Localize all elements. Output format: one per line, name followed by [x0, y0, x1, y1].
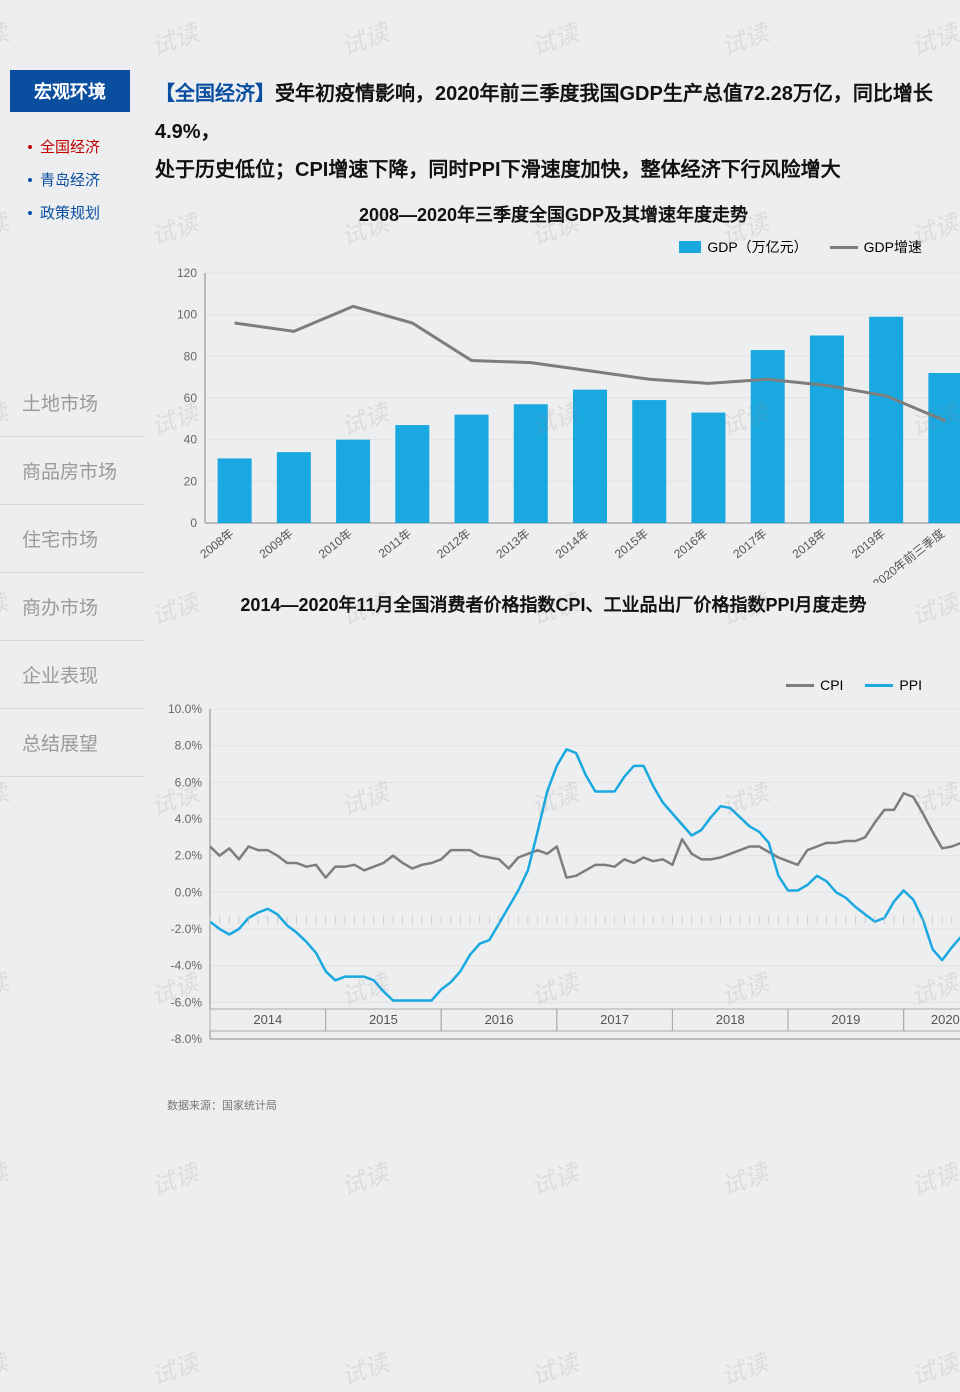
bullet-icon	[28, 211, 32, 215]
svg-text:2015年: 2015年	[612, 526, 651, 561]
svg-text:2014年: 2014年	[553, 526, 592, 561]
svg-text:0.0%: 0.0%	[175, 885, 203, 899]
sidebar-sub-label: 青岛经济	[40, 169, 100, 190]
svg-text:8.0%: 8.0%	[175, 739, 203, 753]
svg-text:2013年: 2013年	[493, 526, 532, 561]
svg-text:100: 100	[177, 308, 197, 322]
legend-swatch-icon	[830, 246, 858, 249]
sidebar-badge: 宏观环境	[10, 70, 130, 112]
legend-item: CPI	[786, 677, 843, 693]
svg-text:2018年: 2018年	[790, 526, 829, 561]
sidebar-sub-1[interactable]: 青岛经济	[0, 163, 145, 196]
svg-text:20: 20	[184, 474, 198, 488]
svg-text:2017年: 2017年	[730, 526, 769, 561]
svg-text:2009年: 2009年	[257, 526, 296, 561]
legend-label: GDP增速	[864, 237, 922, 257]
svg-text:120: 120	[177, 266, 197, 280]
svg-text:2015: 2015	[369, 1012, 398, 1027]
svg-text:-2.0%: -2.0%	[171, 922, 203, 936]
svg-text:2008年: 2008年	[197, 526, 236, 561]
svg-text:2010年: 2010年	[316, 526, 355, 561]
sidebar: 宏观环境 全国经济青岛经济政策规划 土地市场商品房市场住宅市场商办市场企业表现总…	[0, 70, 145, 777]
svg-text:4.0%: 4.0%	[175, 812, 203, 826]
svg-text:40: 40	[184, 433, 198, 447]
legend-label: PPI	[899, 677, 922, 693]
chart2: -8.0% -6.0% -4.0% -2.0% 0.0% 2.0% 4.0% 6.0% 8.0%…	[155, 699, 952, 1089]
svg-text:2016年: 2016年	[671, 526, 710, 561]
sidebar-section-1[interactable]: 商品房市场	[0, 437, 145, 505]
chart1: 0204060801001200%2%4%6%8%10%12%2008年2009…	[155, 263, 952, 583]
svg-text:6.0%: 6.0%	[175, 775, 203, 789]
legend-swatch-icon	[865, 684, 893, 687]
svg-text:-6.0%: -6.0%	[171, 995, 203, 1009]
sidebar-section-2[interactable]: 住宅市场	[0, 505, 145, 573]
chart1-title: 2008—2020年三季度全国GDP及其增速年度走势	[155, 201, 952, 227]
svg-text:2019年: 2019年	[849, 526, 888, 561]
sidebar-sub-2[interactable]: 政策规划	[0, 196, 145, 229]
sidebar-section-3[interactable]: 商办市场	[0, 573, 145, 641]
svg-text:2.0%: 2.0%	[175, 849, 203, 863]
svg-text:10.0%: 10.0%	[168, 702, 202, 716]
legend-item: GDP增速	[830, 237, 922, 257]
svg-text:0: 0	[190, 516, 197, 530]
bullet-icon	[28, 178, 32, 182]
svg-text:2019: 2019	[831, 1012, 860, 1027]
footer-source: 数据来源：国家统计局	[155, 1089, 952, 1113]
svg-text:2016: 2016	[485, 1012, 514, 1027]
svg-text:-4.0%: -4.0%	[171, 959, 203, 973]
legend-swatch-icon	[679, 241, 701, 253]
svg-text:2017: 2017	[600, 1012, 629, 1027]
sidebar-section-5[interactable]: 总结展望	[0, 709, 145, 777]
sidebar-sub-label: 全国经济	[40, 136, 100, 157]
chart2-title: 2014—2020年11月全国消费者价格指数CPI、工业品出厂价格指数PPI月度…	[155, 591, 952, 617]
legend-swatch-icon	[786, 684, 814, 687]
svg-text:60: 60	[184, 391, 198, 405]
svg-text:-8.0%: -8.0%	[171, 1032, 203, 1046]
legend-item: PPI	[865, 677, 922, 693]
legend-label: GDP（万亿元）	[707, 237, 807, 257]
sidebar-section-4[interactable]: 企业表现	[0, 641, 145, 709]
svg-text:2012年: 2012年	[434, 526, 473, 561]
headline: 【全国经济】受年初疫情影响，2020年前三季度我国GDP生产总值72.28万亿，…	[155, 75, 952, 151]
sidebar-sub-0[interactable]: 全国经济	[0, 130, 145, 163]
legend-item: GDP（万亿元）	[679, 237, 807, 257]
sidebar-section-0[interactable]: 土地市场	[0, 369, 145, 437]
headline-tag: 【全国经济】	[155, 83, 275, 105]
chart1-legend: GDP（万亿元） GDP增速	[155, 233, 952, 263]
svg-text:2014: 2014	[253, 1012, 282, 1027]
svg-text:2020年: 2020年	[931, 1012, 960, 1027]
svg-text:2018: 2018	[716, 1012, 745, 1027]
sidebar-sub-label: 政策规划	[40, 202, 100, 223]
legend-label: CPI	[820, 677, 843, 693]
bullet-icon	[28, 145, 32, 149]
chart2-legend: CPI PPI	[155, 673, 952, 699]
svg-text:80: 80	[184, 349, 198, 363]
svg-text:2011年: 2011年	[376, 526, 414, 560]
headline-line2: 处于历史低位；CPI增速下降，同时PPI下滑速度加快，整体经济下行风险增大	[155, 151, 952, 189]
main-content: 【全国经济】受年初疫情影响，2020年前三季度我国GDP生产总值72.28万亿，…	[155, 75, 952, 1113]
